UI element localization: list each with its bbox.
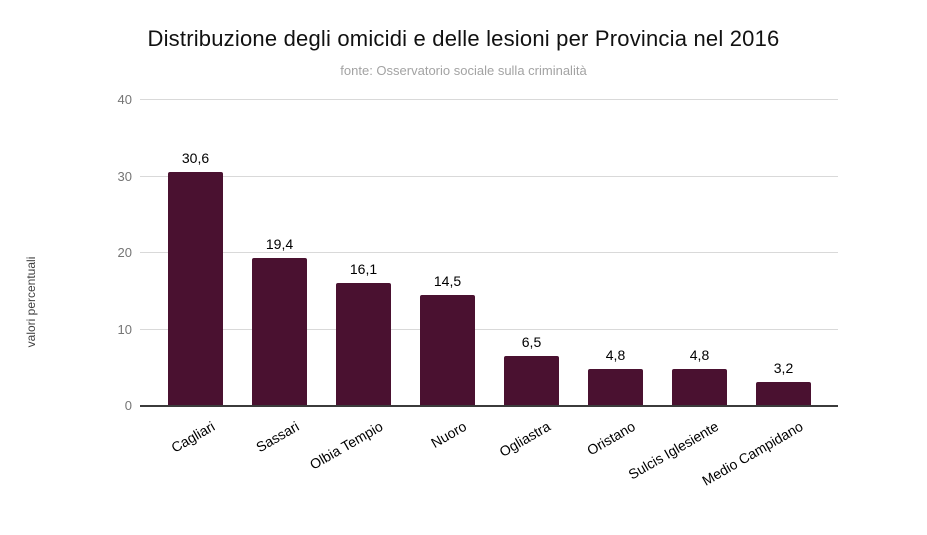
y-tick-label: 0	[124, 398, 132, 413]
y-tick-label: 30	[117, 168, 132, 184]
y-tick-label: 20	[117, 245, 132, 260]
bar-sulcis-iglesiente	[672, 369, 727, 406]
y-tick-label: 40	[117, 92, 132, 107]
chart-title: Distribuzione degli omicidi e delle lesi…	[147, 26, 780, 51]
x-category-label: Ogliastra	[496, 418, 554, 460]
bar-value-label: 4,8	[689, 347, 710, 364]
bar-value-label: 19,4	[265, 235, 294, 252]
x-category-label: Olbia Tempio	[306, 418, 386, 473]
chart-subtitle: fonte: Osservatorio sociale sulla crimin…	[340, 63, 587, 78]
bar-oristano	[588, 369, 643, 406]
plot-area: 0 10 20 30 40 30,6 Cagliari 19,4 Sassari 16,1 Olbi…	[118, 92, 838, 489]
bar-olbia-tempio	[336, 282, 391, 406]
x-axis-baseline	[140, 405, 838, 407]
x-category-label: Nuoro	[428, 418, 470, 451]
y-axis-title: valori percentuali	[24, 256, 38, 348]
x-category-label: Sassari	[253, 418, 302, 456]
gridline	[140, 99, 838, 100]
y-tick-label: 10	[117, 321, 132, 337]
bar-value-label: 16,1	[349, 260, 378, 277]
gridline	[140, 252, 838, 253]
bar-value-label: 3,2	[773, 359, 794, 376]
bar-value-label: 14,5	[433, 273, 462, 290]
x-category-label: Cagliari	[168, 418, 218, 456]
gridline	[140, 328, 838, 330]
bar-cagliari	[168, 171, 223, 406]
gridline	[140, 175, 838, 177]
bar-value-label: 4,8	[605, 347, 626, 364]
bar-value-label: 6,5	[521, 334, 542, 351]
bar-ogliastra	[504, 356, 559, 406]
bar-medio-campidano	[756, 381, 811, 406]
bar-value-label: 30,6	[181, 149, 210, 166]
x-category-label: Oristano	[583, 418, 638, 459]
bar-sassari	[252, 257, 307, 406]
bar-nuoro	[420, 295, 475, 406]
